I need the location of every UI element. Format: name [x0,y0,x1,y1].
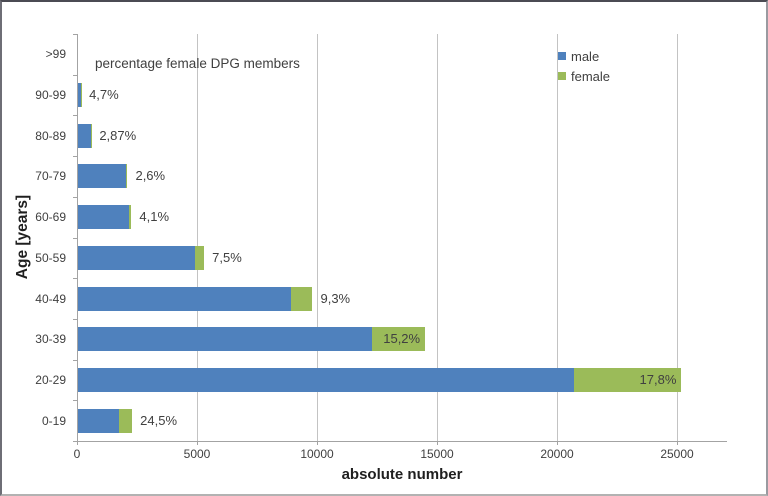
chart-row: 24,5% [77,400,727,441]
y-axis-tick [73,156,77,158]
bar-segment-male [77,205,130,230]
y-axis-tick [73,74,77,76]
x-axis-tick [557,441,558,445]
bar-segment-female [126,164,128,189]
chart-row: 9,3% [77,278,727,319]
bar-segment-female [573,367,682,392]
y-axis-tick [73,34,77,35]
x-axis-tick [197,441,198,445]
chart-row: 2,6% [77,156,727,197]
bar-segment-female [129,205,132,230]
legend-label-male: male [571,48,600,64]
bar-segment-female [194,245,205,270]
y-axis-tick [73,115,77,117]
bar-segment-male [77,245,195,270]
chart-row: 4,1% [77,197,727,238]
gridline [196,34,198,441]
legend: male female [558,46,610,86]
category-label: 40-49 [35,291,66,306]
pct-female-label: 2,87% [99,127,137,143]
pct-female-label: 4,1% [139,209,170,225]
chart-annotation: percentage female DPG members [95,56,300,71]
bar-segment-female [372,327,426,352]
stacked-bar: 2,6% [77,164,727,189]
stacked-bar: 4,7% [77,83,727,108]
category-label: 50-59 [35,250,66,265]
y-axis-title: Age [years] [14,194,31,280]
legend-item-female: female [558,66,610,86]
bar-segment-male [77,83,81,108]
bar-segment-female [290,286,313,311]
x-tick-label: 25000 [660,447,694,461]
legend-label-female: female [571,68,611,84]
x-axis-tick [317,441,318,445]
x-tick-label: 10000 [300,447,334,461]
gridline [436,34,438,441]
y-axis-line [77,34,78,441]
x-axis-line [77,441,727,442]
bar-segment-male [77,286,291,311]
pct-female-label: 17,8% [639,371,677,387]
x-tick-label: 20000 [540,447,574,461]
y-axis-tick [73,278,77,280]
y-axis-tick [73,196,77,198]
stacked-bar: 7,5% [77,245,727,270]
category-label: 60-69 [35,210,66,225]
category-label: 90-99 [35,88,66,103]
category-label: 30-39 [35,332,66,347]
chart-row: 17,8% [77,360,727,401]
x-tick-label: 5000 [183,447,211,461]
y-axis-tick [73,318,77,320]
bar-segment-male [77,367,574,392]
x-axis-title: absolute number [341,466,463,483]
chart-row: 15,2% [77,319,727,360]
x-tick-label: 15000 [420,447,454,461]
gridline [676,34,678,441]
y-axis-tick [73,359,77,361]
pct-female-label: 4,7% [89,87,119,103]
gridline [316,34,318,441]
x-axis-tick [677,441,678,445]
pct-female-label: 15,2% [383,331,421,347]
chart-row: 2,87% [77,115,727,156]
stacked-bar: 24,5% [77,408,727,433]
chart-row: 7,5% [77,238,727,279]
y-axis-tick [73,237,77,239]
pct-female-label: 24,5% [140,412,178,428]
chart-row: 4,7% [77,75,727,116]
pct-female-label: 7,5% [212,249,242,265]
category-label: 20-29 [35,372,66,387]
stacked-bar: 17,8% [77,367,727,392]
bar-segment-male [77,408,119,433]
pct-female-label: 2,6% [135,168,166,184]
x-axis-tick [77,441,78,445]
category-label: >99 [45,47,66,62]
bar-segment-male [77,123,91,148]
pct-female-label: 9,3% [320,290,351,306]
stacked-bar: 4,1% [77,205,727,230]
bar-segment-male [77,327,373,352]
x-axis-tick [437,441,438,445]
stacked-bar: 15,2% [77,327,727,352]
stacked-bar: 9,3% [77,286,727,311]
category-label: 80-89 [35,128,66,143]
plot-area: 4,7% 2,87% 2,6% 4,1% 7,5% 9,3% 15,2% 17,8% 24,5% [73,34,727,445]
female-swatch-icon [558,72,566,80]
bar-segment-male [77,164,127,189]
x-tick-label: 0 [73,447,81,461]
bar-segment-female [118,408,133,433]
male-swatch-icon [558,52,566,60]
stacked-bar: 2,87% [77,123,727,148]
category-label: 0-19 [41,413,66,428]
y-axis-tick [73,441,77,442]
gridline [556,34,558,441]
y-axis-tick [73,400,77,402]
legend-item-male: male [558,46,610,66]
category-label: 70-79 [35,169,66,184]
